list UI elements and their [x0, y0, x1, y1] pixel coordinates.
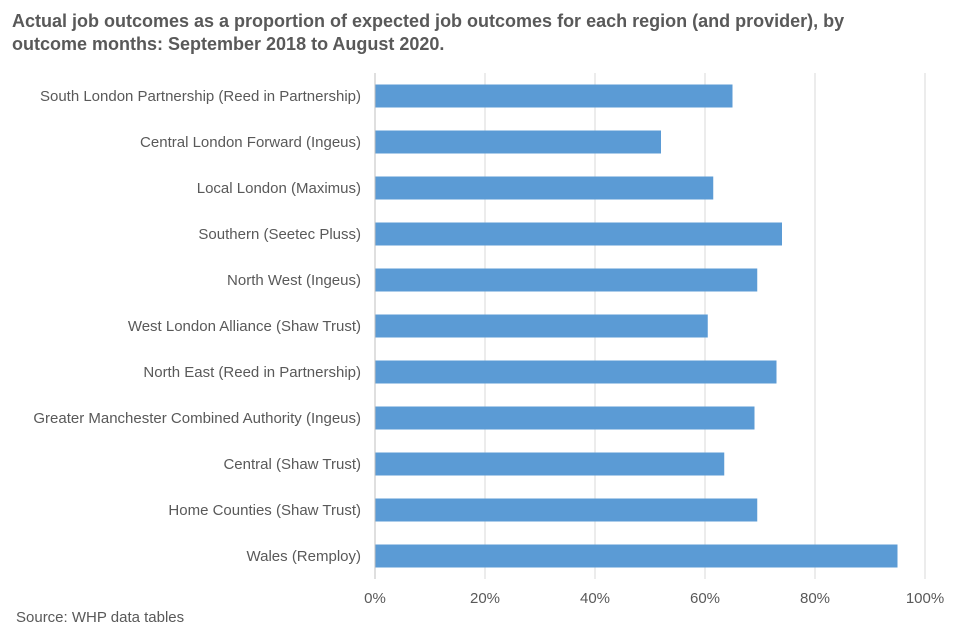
- source-note: Source: WHP data tables: [16, 609, 185, 626]
- category-label: South London Partnership (Reed in Partne…: [40, 88, 361, 105]
- bar: [375, 222, 782, 246]
- bar: [375, 314, 708, 338]
- category-label: Central London Forward (Ingeus): [140, 134, 361, 151]
- bar: [375, 544, 898, 568]
- bars: [375, 84, 898, 568]
- category-label: North West (Ingeus): [227, 272, 361, 289]
- category-label: Central (Shaw Trust): [223, 456, 361, 473]
- x-tick-label: 80%: [800, 590, 830, 607]
- x-tick-label: 100%: [906, 590, 944, 607]
- bar: [375, 84, 733, 108]
- x-tick-label: 0%: [364, 590, 386, 607]
- bar: [375, 498, 758, 522]
- category-label: Home Counties (Shaw Trust): [168, 502, 361, 519]
- bar: [375, 360, 777, 384]
- bar: [375, 452, 725, 476]
- category-label: West London Alliance (Shaw Trust): [128, 318, 361, 335]
- x-tick-label: 60%: [690, 590, 720, 607]
- x-tick-label: 40%: [580, 590, 610, 607]
- chart-title: Actual job outcomes as a proportion of e…: [12, 11, 845, 54]
- category-label: Southern (Seetec Pluss): [198, 226, 361, 243]
- category-label: Local London (Maximus): [197, 180, 361, 197]
- bar: [375, 176, 714, 200]
- x-tick-label: 20%: [470, 590, 500, 607]
- x-tick-labels: 0% 20% 40% 60% 80% 100%: [364, 590, 944, 607]
- category-label: Greater Manchester Combined Authority (I…: [33, 410, 361, 427]
- category-labels: South London Partnership (Reed in Partne…: [33, 88, 361, 565]
- category-label: Wales (Remploy): [247, 548, 361, 565]
- bar: [375, 130, 661, 154]
- bar: [375, 268, 758, 292]
- category-label: North East (Reed in Partnership): [143, 364, 361, 381]
- bar: [375, 406, 755, 430]
